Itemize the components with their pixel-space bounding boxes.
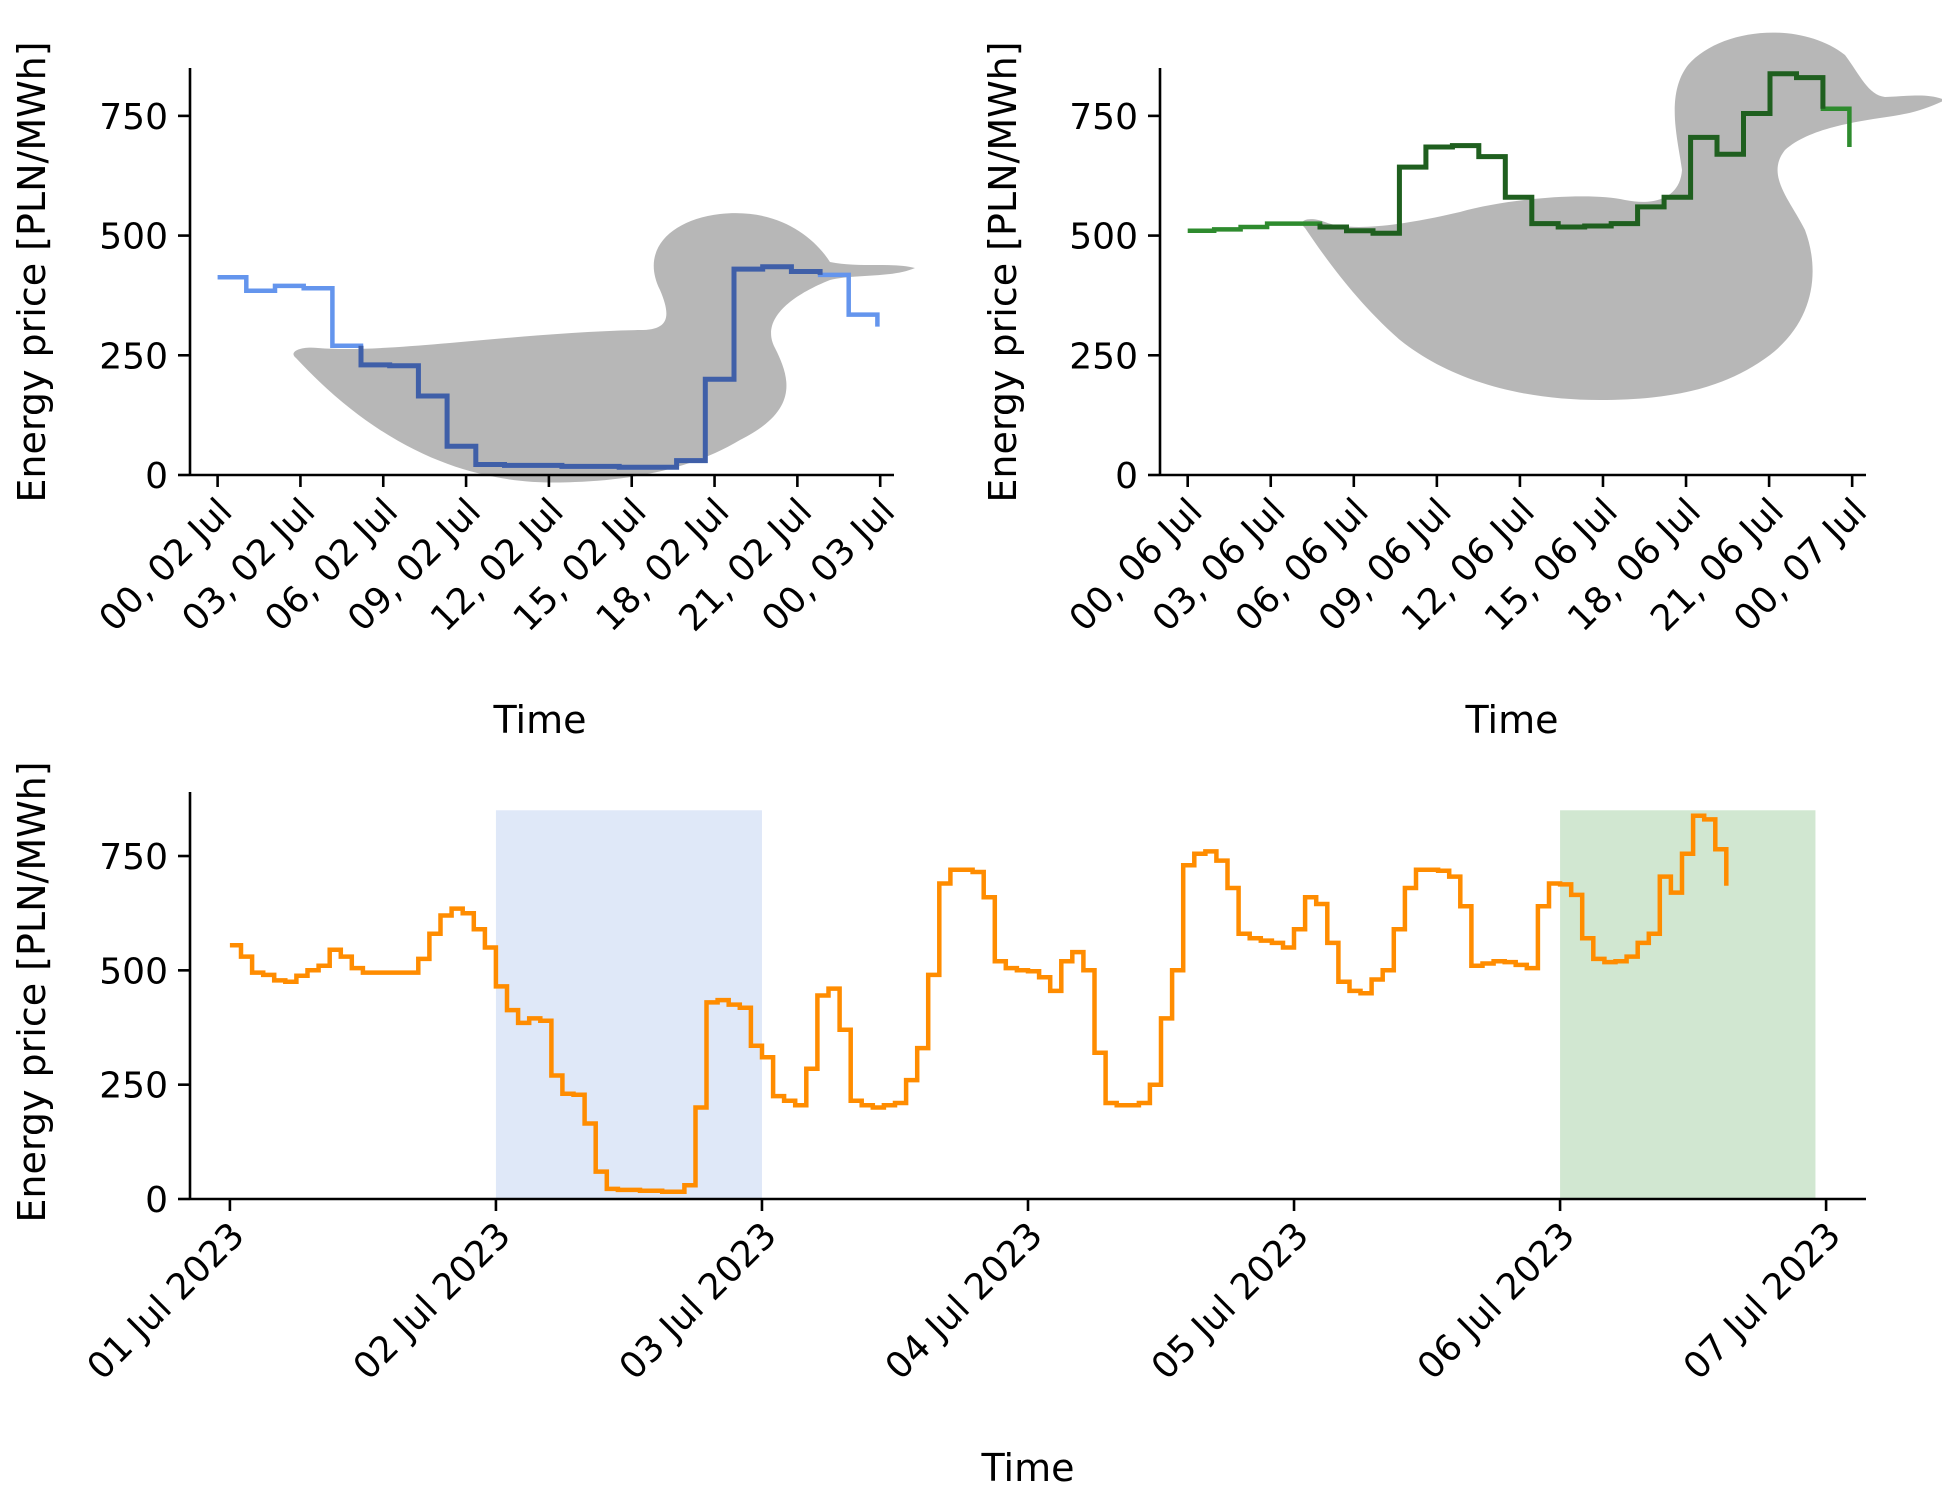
x-tick-label: 02 Jul 2023 [346,1215,519,1388]
y-tick-label: 750 [1069,97,1138,138]
y-axis-label: Energy price [PLN/MWh] [10,761,54,1222]
x-tick-label: 01 Jul 2023 [80,1215,253,1388]
duck-silhouette [293,213,916,483]
y-tick-label: 0 [145,456,168,497]
x-ticks: 01 Jul 2023 02 Jul 2023 03 Jul 2023 04 Jul … [80,1199,1849,1388]
x-axis-label: Time [1465,698,1559,742]
y-tick-label: 750 [99,97,168,138]
y-axis-label: Energy price [PLN/MWh] [10,41,54,502]
x-tick-label: 06 Jul 2023 [1410,1215,1583,1388]
y-tick-label: 0 [1115,456,1138,497]
duck-silhouette [1302,32,1942,400]
y-tick-label: 250 [99,336,168,377]
y-axis-label: Energy price [PLN/MWh] [981,41,1025,502]
x-tick-label: 05 Jul 2023 [1144,1215,1317,1388]
y-ticks: 0 250 500 750 [99,837,190,1221]
y-ticks: 0 250 500 750 [1069,97,1160,497]
series-line-highlight [358,264,823,470]
x-tick-label: 03 Jul 2023 [612,1215,785,1388]
chart-panel-week: 0 250 500 750 01 Jul 2023 02 Jul 2023 03 Jul … [10,761,1866,1490]
shaded-region-0 [495,810,762,1199]
x-tick-label: 07 Jul 2023 [1676,1215,1849,1388]
y-tick-label: 500 [99,217,168,258]
x-axis-label: Time [981,1446,1075,1490]
x-tick-label: 04 Jul 2023 [878,1215,1051,1388]
series-lines [217,264,880,470]
series-line-highlight [1317,71,1826,236]
shaded-region-1 [1560,810,1816,1199]
y-tick-label: 750 [99,837,168,878]
series-lines [1187,71,1852,236]
series-lines [229,813,1729,1194]
y-tick-label: 250 [1069,336,1138,377]
y-tick-label: 0 [145,1180,168,1221]
y-tick-label: 250 [99,1066,168,1107]
series-line [229,813,1729,1194]
y-tick-label: 500 [1069,217,1138,258]
y-ticks: 0 250 500 750 [99,97,190,497]
x-axis-label: Time [493,698,587,742]
y-tick-label: 500 [99,951,168,992]
